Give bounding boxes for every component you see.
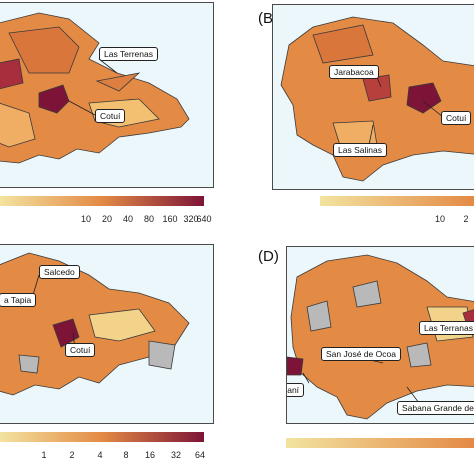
legend-bar-d: [286, 438, 474, 448]
legend-tick-c-0: 1: [41, 450, 47, 460]
panel-b: (B) Jarabacoa Cotuí Las Salinas 10 2: [252, 0, 474, 232]
legend-tick-a-6: 640: [196, 214, 212, 224]
map-b-svg: [280, 16, 474, 182]
panel-c: Salcedo a Tapia Cotuí 1 2 4 8 16 32 64: [0, 242, 216, 474]
region-light-c: [88, 308, 156, 342]
legend-tick-c-6: 64: [194, 450, 206, 460]
map-frame-b: Jarabacoa Cotuí Las Salinas: [272, 4, 474, 190]
legend-tick-a-3: 80: [143, 214, 155, 224]
callout-c-0: Salcedo: [39, 265, 80, 279]
callout-a-1: Cotuí: [95, 109, 126, 123]
callout-a-0: Las Terrenas: [99, 47, 158, 61]
panel-label-d: (D): [258, 248, 279, 265]
legend-bar-c: [0, 432, 204, 442]
region-missing-c2: [18, 354, 40, 374]
region-south-a: [0, 102, 36, 148]
region-missing-d2: [352, 280, 382, 308]
region-cotui-b: [406, 82, 442, 114]
legend-tick-c-1: 2: [69, 450, 75, 460]
callout-b-2: Las Salinas: [333, 143, 387, 157]
legend-bar-b: [320, 196, 474, 206]
map-frame-d: Las Terranas San José de Ocoa Jimaní Sab…: [286, 246, 474, 424]
legend-tick-c-5: 32: [170, 450, 182, 460]
region-west-a: [0, 58, 24, 90]
legend-tick-a-4: 160: [162, 214, 178, 224]
legend-tick-c-4: 16: [144, 450, 156, 460]
legend-tick-a-5: 320: [183, 214, 199, 224]
panel-d: (D) Las Terranas San José de Ocoa Jimaní…: [252, 242, 474, 474]
callout-d-2: Jimaní: [287, 383, 305, 397]
map-frame-a: Las Terrenas Cotuí: [0, 2, 214, 188]
region-missing-d3: [406, 342, 432, 368]
region-missing-c1: [148, 340, 176, 370]
region-jimani-d: [287, 356, 304, 376]
region-jarabacoa-b: [362, 74, 392, 102]
map-frame-c: Salcedo a Tapia Cotuí: [0, 244, 214, 424]
panel-a: Las Terrenas Cotuí 10 20 40 80 160 320 6…: [0, 0, 216, 232]
map-d-svg: [287, 254, 474, 420]
legend-tick-a-1: 20: [101, 214, 113, 224]
callout-d-1: San José de Ocoa: [321, 347, 401, 361]
region-center-a: [8, 26, 80, 74]
legend-bar-a: [0, 196, 204, 206]
peninsula-a: [95, 72, 141, 92]
callout-c-1: a Tapia: [0, 293, 37, 307]
callout-d-3: Sabana Grande de P: [397, 401, 474, 415]
legend-tick-c-3: 8: [123, 450, 129, 460]
callout-b-0: Jarabacoa: [329, 65, 379, 79]
legend-tick-a-2: 40: [122, 214, 134, 224]
region-missing-d1: [306, 300, 332, 332]
callout-d-0: Las Terranas: [419, 321, 474, 335]
region-cotui-a: [38, 84, 70, 114]
callout-b-1: Cotuí: [441, 111, 472, 125]
map-a-svg: [0, 12, 190, 164]
map-c-svg: [0, 252, 190, 396]
region-north-b: [312, 24, 374, 64]
region-cotui-c: [52, 318, 80, 348]
callout-c-2: Cotuí: [65, 343, 96, 357]
legend-tick-a-0: 10: [80, 214, 92, 224]
legend-tick-b-0: 10: [434, 214, 446, 224]
legend-tick-c-2: 4: [97, 450, 103, 460]
legend-tick-b-1: 2: [463, 214, 469, 224]
